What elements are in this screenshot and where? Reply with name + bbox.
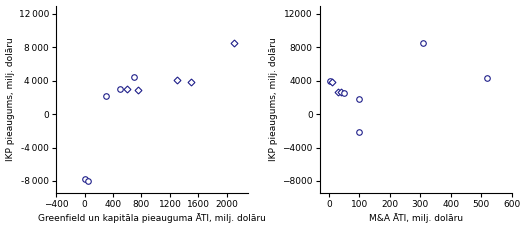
X-axis label: M&A ĀTI, milj. dolāru: M&A ĀTI, milj. dolāru — [369, 214, 463, 224]
X-axis label: Greenfield un kapitāla pieauguma ĀTI, milj. dolāru: Greenfield un kapitāla pieauguma ĀTI, mi… — [38, 214, 266, 224]
Y-axis label: IKP pieaugums, milj. dolāru: IKP pieaugums, milj. dolāru — [6, 38, 15, 161]
Y-axis label: IKP pieaugums, milj. dolāru: IKP pieaugums, milj. dolāru — [269, 38, 278, 161]
